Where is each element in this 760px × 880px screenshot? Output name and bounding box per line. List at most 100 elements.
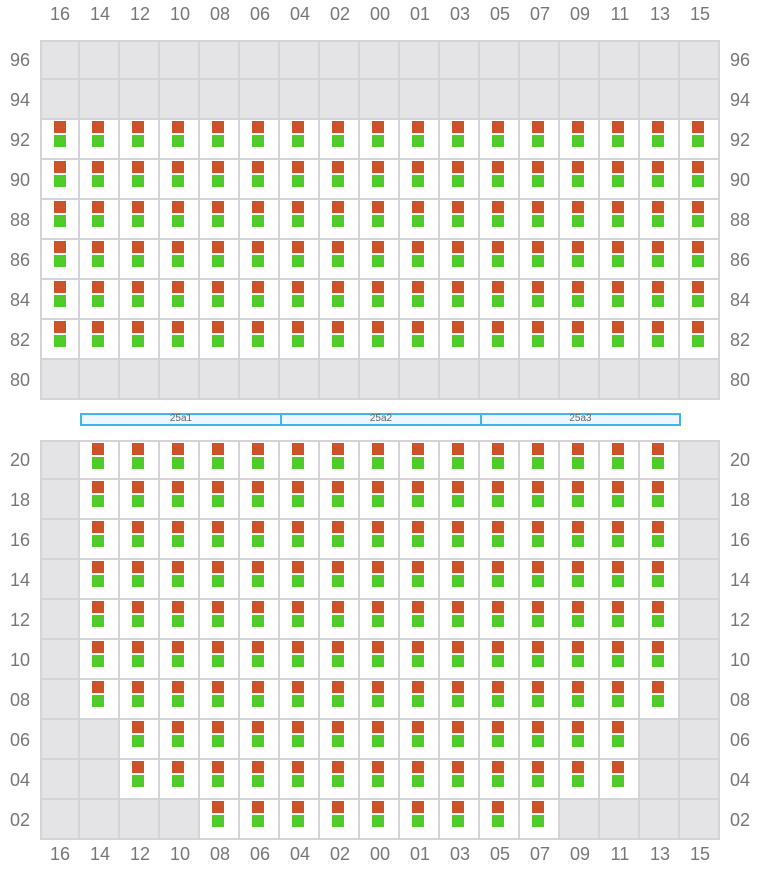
seat-cell[interactable]	[240, 120, 280, 160]
seat-cell[interactable]	[520, 160, 560, 200]
seat-cell[interactable]	[280, 280, 320, 320]
seat-cell[interactable]	[160, 560, 200, 600]
seat-cell[interactable]	[360, 440, 400, 480]
seat-cell[interactable]	[80, 280, 120, 320]
seat-cell[interactable]	[240, 320, 280, 360]
seat-cell[interactable]	[440, 720, 480, 760]
seat-cell[interactable]	[680, 280, 720, 320]
seat-cell[interactable]	[560, 760, 600, 800]
seat-cell[interactable]	[160, 120, 200, 160]
seat-cell[interactable]	[480, 160, 520, 200]
seat-cell[interactable]	[600, 640, 640, 680]
seat-cell[interactable]	[680, 120, 720, 160]
seat-cell[interactable]	[280, 600, 320, 640]
seat-cell[interactable]	[520, 200, 560, 240]
seat-cell[interactable]	[560, 680, 600, 720]
seat-cell[interactable]	[560, 600, 600, 640]
seat-cell[interactable]	[120, 560, 160, 600]
seat-cell[interactable]	[320, 200, 360, 240]
seat-cell[interactable]	[600, 280, 640, 320]
seat-cell[interactable]	[160, 520, 200, 560]
seat-cell[interactable]	[240, 160, 280, 200]
seat-cell[interactable]	[640, 480, 680, 520]
seat-cell[interactable]	[640, 320, 680, 360]
seat-cell[interactable]	[360, 760, 400, 800]
seat-cell[interactable]	[560, 560, 600, 600]
seat-cell[interactable]	[600, 680, 640, 720]
seat-cell[interactable]	[560, 520, 600, 560]
seat-cell[interactable]	[160, 320, 200, 360]
seat-cell[interactable]	[680, 200, 720, 240]
seat-cell[interactable]	[480, 520, 520, 560]
seat-cell[interactable]	[200, 200, 240, 240]
seat-cell[interactable]	[360, 240, 400, 280]
seat-cell[interactable]	[120, 320, 160, 360]
seat-cell[interactable]	[640, 240, 680, 280]
seat-cell[interactable]	[160, 240, 200, 280]
seat-cell[interactable]	[280, 240, 320, 280]
seat-cell[interactable]	[600, 160, 640, 200]
seat-cell[interactable]	[440, 760, 480, 800]
seat-cell[interactable]	[560, 120, 600, 160]
seat-cell[interactable]	[400, 640, 440, 680]
seat-cell[interactable]	[440, 280, 480, 320]
seat-cell[interactable]	[600, 480, 640, 520]
seat-cell[interactable]	[120, 160, 160, 200]
seat-cell[interactable]	[240, 680, 280, 720]
seat-cell[interactable]	[80, 120, 120, 160]
seat-cell[interactable]	[400, 480, 440, 520]
seat-cell[interactable]	[200, 800, 240, 840]
seat-cell[interactable]	[200, 440, 240, 480]
seat-cell[interactable]	[80, 680, 120, 720]
seat-cell[interactable]	[400, 240, 440, 280]
seat-cell[interactable]	[600, 520, 640, 560]
seat-cell[interactable]	[240, 800, 280, 840]
seat-cell[interactable]	[80, 240, 120, 280]
seat-cell[interactable]	[280, 200, 320, 240]
seat-cell[interactable]	[120, 760, 160, 800]
seat-cell[interactable]	[400, 560, 440, 600]
seat-cell[interactable]	[200, 120, 240, 160]
seat-cell[interactable]	[520, 560, 560, 600]
seat-cell[interactable]	[40, 120, 80, 160]
seat-cell[interactable]	[240, 240, 280, 280]
seat-cell[interactable]	[600, 440, 640, 480]
seat-cell[interactable]	[520, 320, 560, 360]
seat-cell[interactable]	[520, 480, 560, 520]
seat-cell[interactable]	[200, 640, 240, 680]
seat-cell[interactable]	[160, 760, 200, 800]
seat-cell[interactable]	[320, 280, 360, 320]
seat-cell[interactable]	[120, 680, 160, 720]
seat-cell[interactable]	[160, 160, 200, 200]
seat-cell[interactable]	[280, 560, 320, 600]
seat-cell[interactable]	[80, 600, 120, 640]
seat-cell[interactable]	[200, 560, 240, 600]
seat-cell[interactable]	[80, 480, 120, 520]
seat-cell[interactable]	[560, 320, 600, 360]
seat-cell[interactable]	[120, 280, 160, 320]
seat-cell[interactable]	[320, 680, 360, 720]
seat-cell[interactable]	[600, 120, 640, 160]
seat-cell[interactable]	[40, 240, 80, 280]
seat-cell[interactable]	[560, 480, 600, 520]
seat-cell[interactable]	[640, 560, 680, 600]
seat-cell[interactable]	[280, 440, 320, 480]
seat-cell[interactable]	[440, 800, 480, 840]
seat-cell[interactable]	[160, 640, 200, 680]
seat-cell[interactable]	[480, 760, 520, 800]
seat-cell[interactable]	[440, 160, 480, 200]
seat-cell[interactable]	[320, 520, 360, 560]
seat-cell[interactable]	[440, 640, 480, 680]
seat-cell[interactable]	[120, 640, 160, 680]
zone-label[interactable]: 25a3	[480, 413, 681, 426]
seat-cell[interactable]	[560, 440, 600, 480]
seat-cell[interactable]	[480, 320, 520, 360]
seat-cell[interactable]	[40, 280, 80, 320]
seat-cell[interactable]	[120, 520, 160, 560]
seat-cell[interactable]	[480, 240, 520, 280]
seat-cell[interactable]	[440, 560, 480, 600]
seat-cell[interactable]	[440, 440, 480, 480]
seat-cell[interactable]	[240, 280, 280, 320]
seat-cell[interactable]	[80, 520, 120, 560]
seat-cell[interactable]	[600, 720, 640, 760]
